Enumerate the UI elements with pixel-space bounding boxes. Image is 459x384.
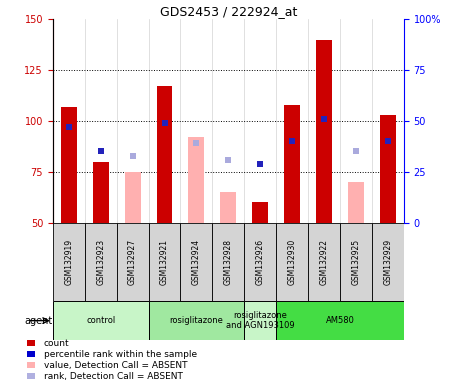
Bar <box>27 351 35 357</box>
Bar <box>53 301 149 340</box>
Bar <box>27 373 35 379</box>
Text: GSM132919: GSM132919 <box>64 239 73 285</box>
Text: rank, Detection Call = ABSENT: rank, Detection Call = ABSENT <box>44 372 182 381</box>
Text: GSM132925: GSM132925 <box>352 239 360 285</box>
Bar <box>276 301 404 340</box>
Text: value, Detection Call = ABSENT: value, Detection Call = ABSENT <box>44 361 187 370</box>
Bar <box>213 223 244 301</box>
Point <box>320 116 328 122</box>
Text: rosiglitazone
and AGN193109: rosiglitazone and AGN193109 <box>226 311 295 330</box>
Bar <box>27 340 35 346</box>
Text: GSM132930: GSM132930 <box>288 239 297 285</box>
Bar <box>380 115 396 223</box>
Bar <box>117 223 149 301</box>
Bar <box>316 40 332 223</box>
Bar <box>189 137 204 223</box>
Bar <box>61 107 77 223</box>
Bar <box>149 301 244 340</box>
Bar <box>372 223 404 301</box>
Text: AM580: AM580 <box>325 316 354 325</box>
Bar <box>220 192 236 223</box>
Text: GSM132922: GSM132922 <box>319 239 329 285</box>
Bar <box>244 223 276 301</box>
Bar <box>149 223 180 301</box>
Text: GSM132923: GSM132923 <box>96 239 105 285</box>
Bar <box>157 86 173 223</box>
Text: GSM132929: GSM132929 <box>383 239 392 285</box>
Point <box>193 140 200 146</box>
Text: control: control <box>86 316 115 325</box>
Point <box>225 157 232 163</box>
Text: GSM132927: GSM132927 <box>128 239 137 285</box>
Text: GSM132926: GSM132926 <box>256 239 265 285</box>
Point <box>353 149 360 155</box>
Point <box>129 152 136 159</box>
Point <box>97 149 104 155</box>
Bar <box>340 223 372 301</box>
Text: agent: agent <box>24 316 53 326</box>
Point <box>257 161 264 167</box>
Bar <box>53 223 85 301</box>
Text: percentile rank within the sample: percentile rank within the sample <box>44 350 196 359</box>
Text: GSM132924: GSM132924 <box>192 239 201 285</box>
Title: GDS2453 / 222924_at: GDS2453 / 222924_at <box>160 5 297 18</box>
Bar <box>276 223 308 301</box>
Bar <box>27 362 35 368</box>
Bar <box>252 202 268 223</box>
Text: GSM132928: GSM132928 <box>224 239 233 285</box>
Bar <box>180 223 213 301</box>
Text: GSM132921: GSM132921 <box>160 239 169 285</box>
Bar <box>308 223 340 301</box>
Text: count: count <box>44 339 69 348</box>
Text: rosiglitazone: rosiglitazone <box>169 316 224 325</box>
Bar <box>124 172 140 223</box>
Bar <box>85 223 117 301</box>
Point <box>289 138 296 144</box>
Bar <box>284 105 300 223</box>
Bar <box>93 162 109 223</box>
Point <box>65 124 73 130</box>
Point <box>161 120 168 126</box>
Bar <box>244 301 276 340</box>
Bar <box>348 182 364 223</box>
Point <box>384 138 392 144</box>
